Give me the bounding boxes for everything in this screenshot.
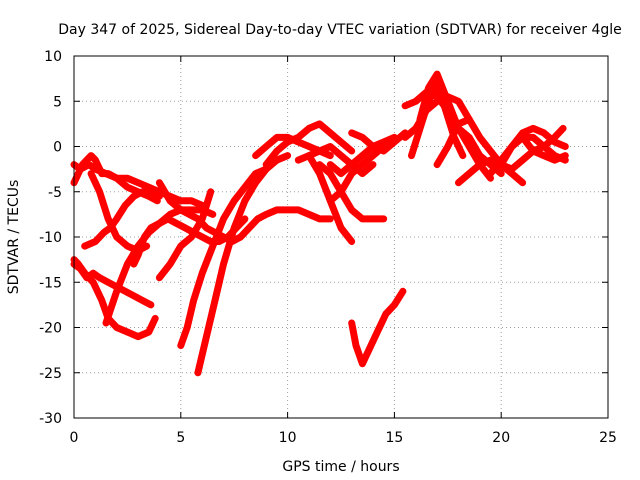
series-arc-19 — [316, 161, 388, 223]
series-arc-04 — [70, 152, 206, 209]
y-tick-label: -15 — [39, 275, 62, 291]
y-tick-label: 5 — [53, 94, 62, 110]
y-tick-label: -5 — [48, 185, 62, 201]
axis-ticks: 0 5 10 15 20 25 -30 -25 -20 -15 -10 -5 0 5 10 — [39, 49, 617, 446]
series-arc-23 — [401, 93, 473, 141]
series-arc-30 — [508, 124, 567, 155]
grid — [74, 56, 608, 418]
series-arc-11 — [194, 152, 292, 377]
chart-title: Day 347 of 2025, Sidereal Day-to-day VTE… — [58, 22, 622, 38]
x-tick-label: 5 — [176, 430, 185, 446]
series-arc-16 — [326, 133, 398, 178]
series-arc-05 — [81, 188, 163, 250]
y-tick-label: -30 — [39, 411, 62, 427]
y-tick-label: -20 — [39, 321, 62, 337]
series-layer — [70, 70, 569, 377]
series-arc-10 — [177, 165, 270, 350]
x-tick-label: 20 — [492, 430, 510, 446]
x-axis-label: GPS time / hours — [282, 459, 399, 475]
series-arc-18 — [348, 129, 409, 155]
series-arc-12 — [155, 188, 215, 282]
y-tick-label: 10 — [44, 49, 62, 65]
x-tick-label: 25 — [599, 430, 617, 446]
y-tick-label: 0 — [53, 140, 62, 156]
x-tick-label: 0 — [70, 430, 79, 446]
y-axis-label: SDTVAR / TECUs — [6, 180, 22, 295]
x-tick-label: 10 — [279, 430, 297, 446]
y-tick-label: -10 — [39, 230, 62, 246]
series-arc-14 — [262, 120, 356, 169]
x-tick-label: 15 — [385, 430, 403, 446]
series-arc-09 — [155, 179, 334, 245]
series-arc-20 — [305, 152, 356, 245]
series-arc-27 — [455, 147, 569, 187]
series-arc-21 — [348, 287, 407, 368]
y-tick-label: -25 — [39, 366, 62, 382]
